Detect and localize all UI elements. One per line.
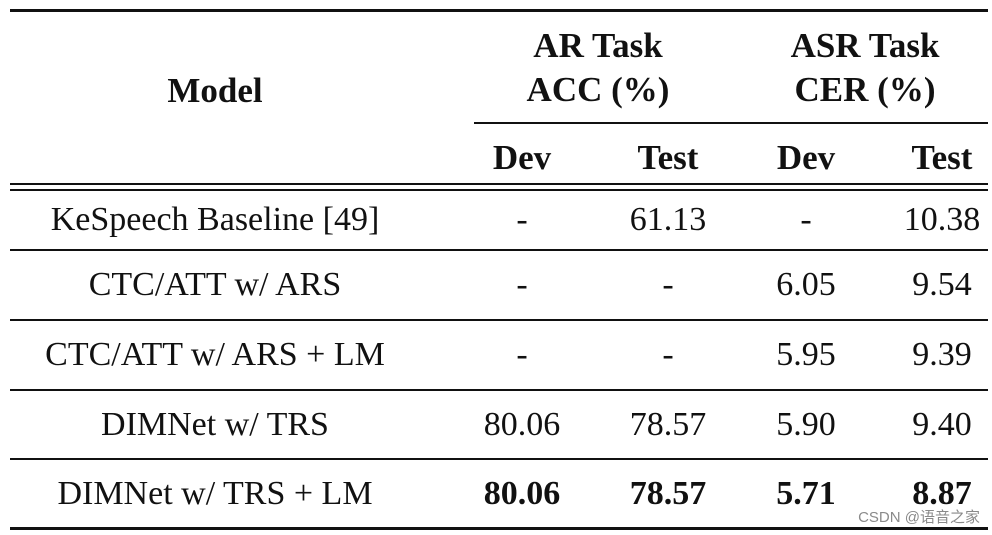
asr-task-metric: CER (%) xyxy=(794,70,936,109)
table-cell-asr-test: 10.38 xyxy=(903,201,981,238)
table-cell-asr-test: 9.40 xyxy=(912,405,972,443)
table-row-model: DIMNet w/ TRS + LM xyxy=(57,474,373,512)
table-cell-asr-test: 8.87 xyxy=(912,474,972,512)
ar-task-metric: ACC (%) xyxy=(526,70,670,109)
row-divider-2 xyxy=(10,319,988,321)
table-cell-ar-test: - xyxy=(662,266,674,303)
asr-test-header: Test xyxy=(911,137,973,177)
asr-dev-header: Dev xyxy=(776,137,836,177)
table-cell-ar-dev: 80.06 xyxy=(483,405,561,443)
asr-task-header: ASR Task CER (%) xyxy=(750,22,980,114)
csdn-watermark: CSDN @语音之家 xyxy=(858,509,980,526)
table-row-model: DIMNet w/ TRS xyxy=(101,405,329,443)
row-divider-1 xyxy=(10,249,988,251)
ar-task-title: AR Task xyxy=(533,26,663,65)
header-bottom-rule xyxy=(10,183,988,185)
table-cell-asr-test: 9.39 xyxy=(912,336,972,373)
task-subheader-rule xyxy=(474,122,988,124)
row-divider-4 xyxy=(10,458,988,460)
table-cell-asr-test: 9.54 xyxy=(912,266,972,303)
bottom-rule xyxy=(10,527,988,530)
table-cell-ar-test: 61.13 xyxy=(629,201,707,238)
ar-dev-header: Dev xyxy=(492,137,552,177)
table-cell-ar-dev: - xyxy=(516,201,528,238)
table-cell-asr-dev: 5.90 xyxy=(776,405,836,443)
table-row-model: KeSpeech Baseline [49] xyxy=(50,201,380,238)
top-rule xyxy=(10,9,988,12)
model-header: Model xyxy=(167,70,263,110)
table-cell-ar-dev: - xyxy=(516,336,528,373)
ar-test-header: Test xyxy=(637,137,699,177)
asr-task-title: ASR Task xyxy=(790,26,940,65)
table-cell-ar-dev: - xyxy=(516,266,528,303)
table-cell-ar-test: 78.57 xyxy=(629,405,707,443)
table-cell-asr-dev: 5.95 xyxy=(776,336,836,373)
table-row-model: CTC/ATT w/ ARS + LM xyxy=(45,336,385,373)
table-row-model: CTC/ATT w/ ARS xyxy=(88,266,342,303)
table-cell-asr-dev: 6.05 xyxy=(776,266,836,303)
header-bottom-rule-2 xyxy=(10,189,988,191)
table-cell-asr-dev: - xyxy=(800,201,812,238)
row-divider-3 xyxy=(10,389,988,391)
ar-task-header: AR Task ACC (%) xyxy=(488,22,708,114)
table-cell-asr-dev: 5.71 xyxy=(776,474,836,512)
table-cell-ar-dev: 80.06 xyxy=(483,474,561,512)
table-cell-ar-test: - xyxy=(662,336,674,373)
table-cell-ar-test: 78.57 xyxy=(629,474,707,512)
